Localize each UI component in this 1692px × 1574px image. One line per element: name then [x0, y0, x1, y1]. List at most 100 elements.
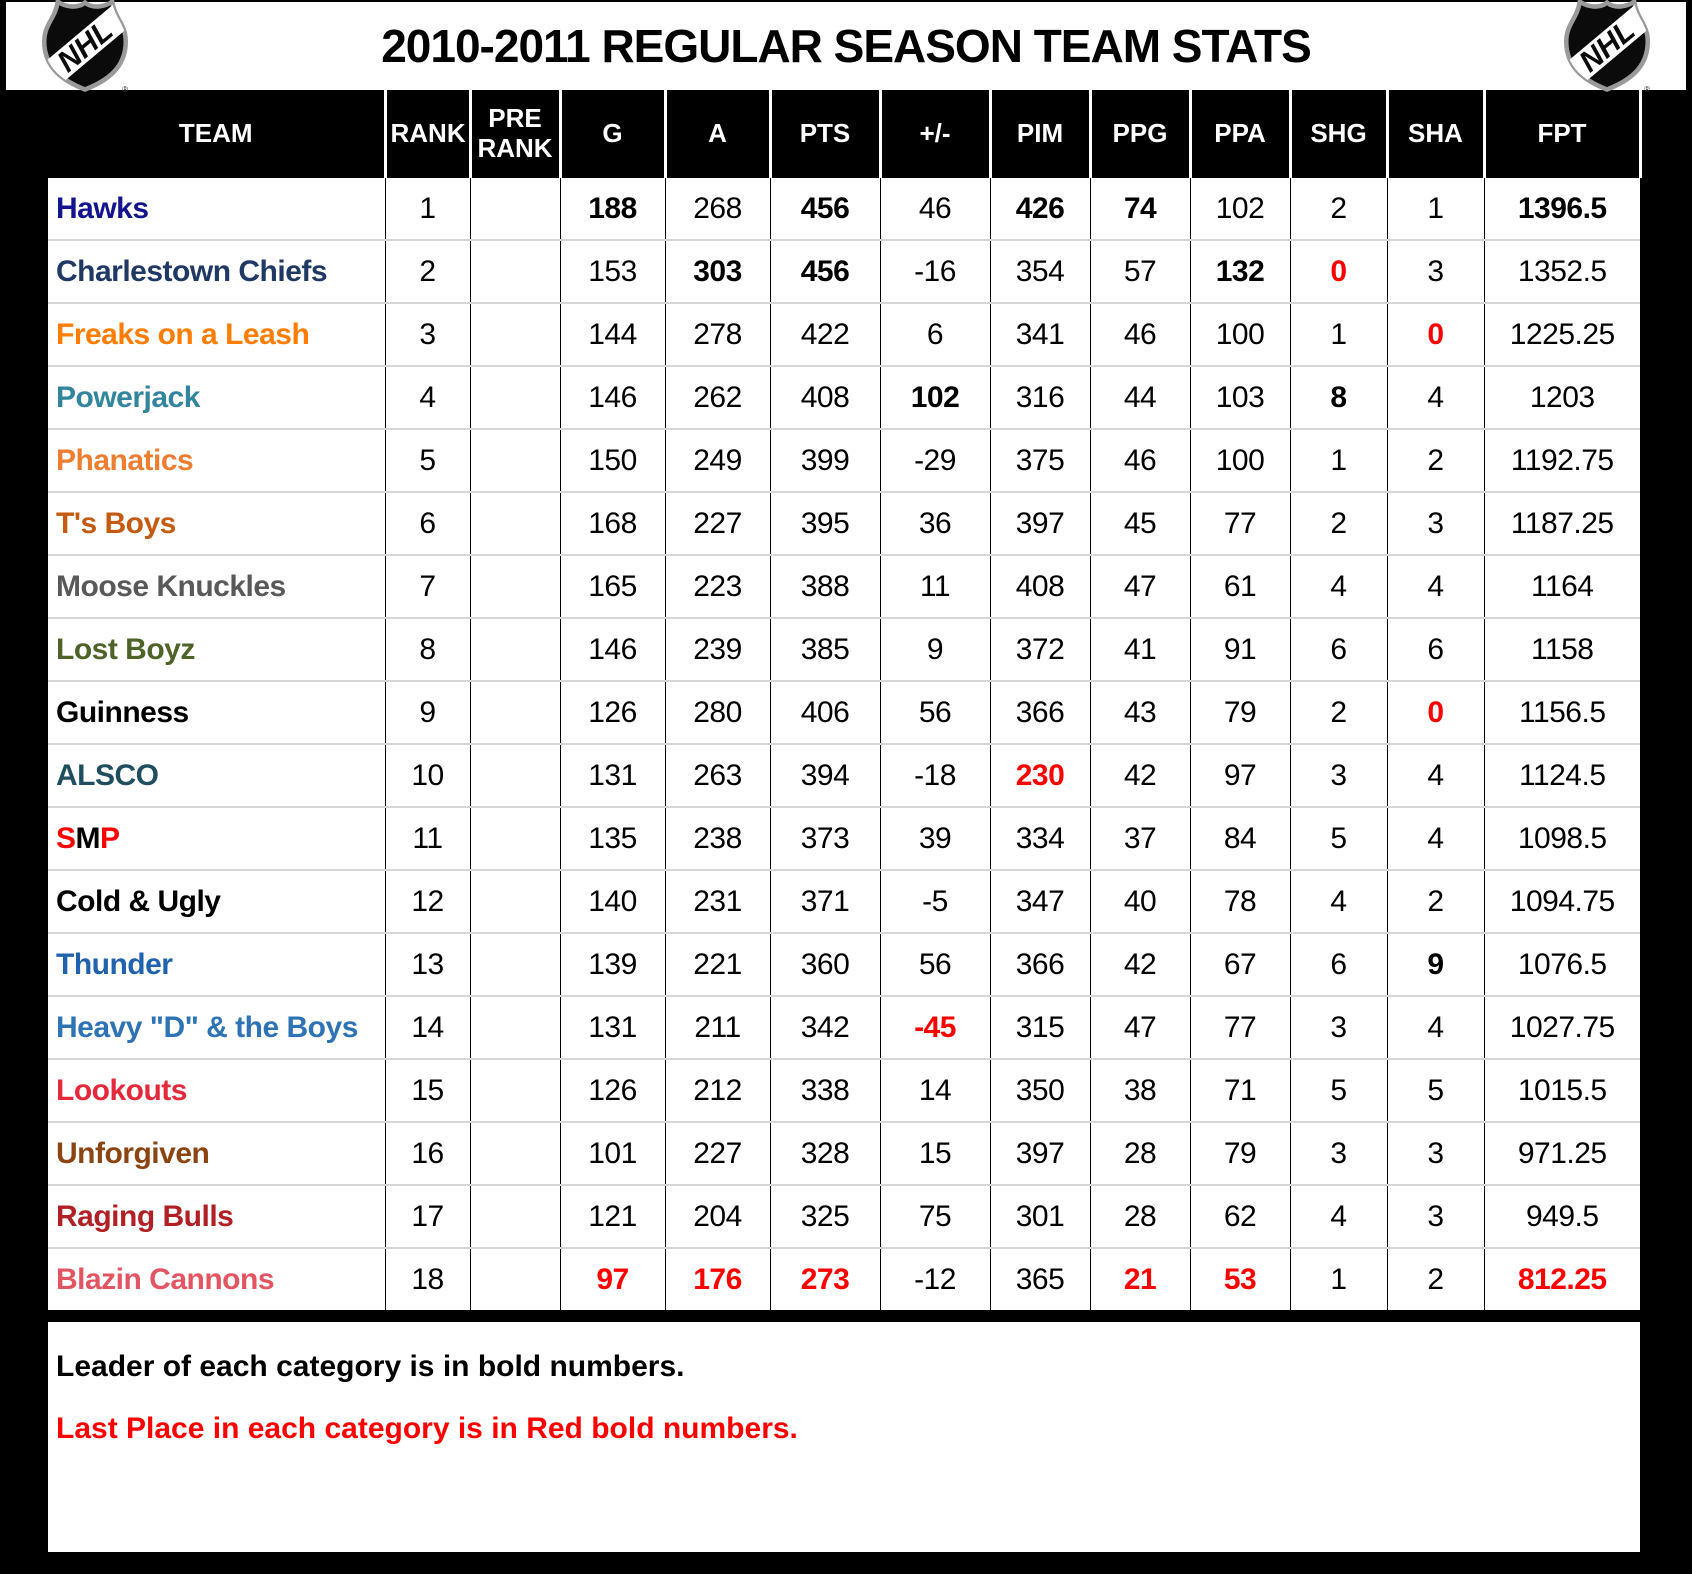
- stat-cell: 278: [664, 302, 770, 366]
- stat-cell: 12: [384, 869, 470, 933]
- stat-cell: 188: [559, 178, 665, 240]
- notes: Leader of each category is in bold numbe…: [48, 1322, 1640, 1552]
- stat-cell: 1192.75: [1483, 428, 1640, 492]
- stat-cell: [469, 743, 560, 807]
- stat-cell: 16: [384, 1121, 470, 1185]
- stat-cell: 3: [1289, 995, 1387, 1059]
- stat-cell: 28: [1089, 1184, 1190, 1248]
- stat-cell: 1158: [1483, 617, 1640, 681]
- stat-cell: 126: [559, 1058, 665, 1122]
- stat-cell: 153: [559, 239, 665, 303]
- stat-cell: 8: [1289, 365, 1387, 429]
- stat-cell: 239: [664, 617, 770, 681]
- stat-cell: 14: [879, 1058, 990, 1122]
- stat-cell: 74: [1089, 178, 1190, 240]
- stat-cell: 221: [664, 932, 770, 996]
- stat-cell: 139: [559, 932, 665, 996]
- stat-cell: 1187.25: [1483, 491, 1640, 555]
- stat-cell: 212: [664, 1058, 770, 1122]
- page-title: 2010-2011 REGULAR SEASON TEAM STATS: [381, 20, 1312, 72]
- stat-cell: 422: [769, 302, 880, 366]
- stat-cell: 238: [664, 806, 770, 870]
- stat-cell: 394: [769, 743, 880, 807]
- stat-cell: 9: [1386, 932, 1484, 996]
- stat-cell: 2: [1289, 491, 1387, 555]
- stat-cell: 341: [989, 302, 1090, 366]
- stat-cell: 372: [989, 617, 1090, 681]
- team-name: Blazin Cannons: [48, 1247, 385, 1310]
- stat-cell: 144: [559, 302, 665, 366]
- stat-cell: 57: [1089, 239, 1190, 303]
- stat-cell: 37: [1089, 806, 1190, 870]
- stat-cell: 140: [559, 869, 665, 933]
- stat-cell: 1396.5: [1483, 178, 1640, 240]
- table-row: Guinness 9 126 280 406 56 366 43 79 2 0 1156.5: [48, 680, 1640, 744]
- team-name: ALSCO: [48, 743, 385, 807]
- stat-cell: 338: [769, 1058, 880, 1122]
- stat-cell: 4: [1386, 365, 1484, 429]
- stat-cell: 11: [879, 554, 990, 618]
- stat-cell: 211: [664, 995, 770, 1059]
- stat-cell: -5: [879, 869, 990, 933]
- stat-cell: 456: [769, 239, 880, 303]
- stat-cell: 227: [664, 491, 770, 555]
- stat-cell: 18: [384, 1247, 470, 1310]
- stat-cell: 406: [769, 680, 880, 744]
- team-name: Powerjack: [48, 365, 385, 429]
- stat-cell: 5: [1386, 1058, 1484, 1122]
- stat-cell: 79: [1189, 680, 1290, 744]
- team-name: Lost Boyz: [48, 617, 385, 681]
- stat-cell: 9: [384, 680, 470, 744]
- team-name: Unforgiven: [48, 1121, 385, 1185]
- stat-cell: 2: [1289, 680, 1387, 744]
- stat-cell: 397: [989, 1121, 1090, 1185]
- stat-cell: [469, 178, 560, 240]
- stat-cell: 15: [879, 1121, 990, 1185]
- stat-cell: 6: [1289, 932, 1387, 996]
- stat-cell: 41: [1089, 617, 1190, 681]
- stat-cell: 0: [1386, 302, 1484, 366]
- stat-cell: 146: [559, 617, 665, 681]
- table-row: Powerjack 4 146 262 408 102 316 44 103 8 4 1203: [48, 365, 1640, 429]
- table-row: Cold & Ugly 12 140 231 371 -5 347 40 78 4 2 1094.75: [48, 869, 1640, 933]
- column-header-g: G: [558, 90, 665, 178]
- column-header-sha: SHA: [1385, 90, 1484, 178]
- stat-cell: 3: [384, 302, 470, 366]
- stat-cell: 62: [1189, 1184, 1290, 1248]
- stat-cell: 227: [664, 1121, 770, 1185]
- stat-cell: 168: [559, 491, 665, 555]
- stat-cell: 1203: [1483, 365, 1640, 429]
- column-header-fpt: FPT: [1482, 90, 1642, 178]
- stat-cell: 971.25: [1483, 1121, 1640, 1185]
- stat-cell: 385: [769, 617, 880, 681]
- stat-cell: 1225.25: [1483, 302, 1640, 366]
- stat-cell: 97: [559, 1247, 665, 1310]
- stat-cell: 273: [769, 1247, 880, 1310]
- stat-cell: 101: [559, 1121, 665, 1185]
- stat-cell: 1094.75: [1483, 869, 1640, 933]
- stat-cell: 1: [1289, 302, 1387, 366]
- stat-cell: 7: [384, 554, 470, 618]
- stat-cell: 75: [879, 1184, 990, 1248]
- stat-cell: [469, 1247, 560, 1310]
- team-name: Guinness: [48, 680, 385, 744]
- stat-cell: 44: [1089, 365, 1190, 429]
- stat-cell: 354: [989, 239, 1090, 303]
- stat-cell: 231: [664, 869, 770, 933]
- stat-cell: 126: [559, 680, 665, 744]
- team-name: Thunder: [48, 932, 385, 996]
- stat-cell: 365: [989, 1247, 1090, 1310]
- stat-cell: [469, 428, 560, 492]
- table-row: T's Boys 6 168 227 395 36 397 45 77 2 3 1187.25: [48, 491, 1640, 555]
- stat-cell: 395: [769, 491, 880, 555]
- stat-cell: 28: [1089, 1121, 1190, 1185]
- stat-cell: 8: [384, 617, 470, 681]
- stat-cell: 5: [384, 428, 470, 492]
- stat-cell: 102: [1189, 178, 1290, 240]
- stat-cell: 360: [769, 932, 880, 996]
- stat-cell: 397: [989, 491, 1090, 555]
- stat-cell: 230: [989, 743, 1090, 807]
- stat-cell: [469, 617, 560, 681]
- stat-cell: 135: [559, 806, 665, 870]
